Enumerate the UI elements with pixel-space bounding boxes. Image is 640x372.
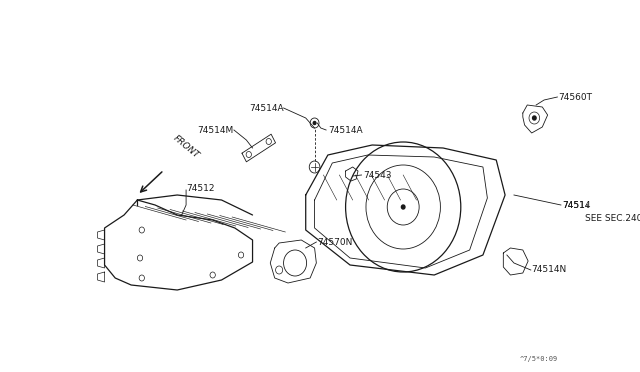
Circle shape <box>401 205 405 209</box>
Circle shape <box>313 122 316 125</box>
Text: SEE SEC.240: SEE SEC.240 <box>585 214 640 222</box>
Text: 74543: 74543 <box>364 170 392 180</box>
Text: 74570N: 74570N <box>317 237 353 247</box>
Text: 74514A: 74514A <box>249 103 284 112</box>
Text: 74560T: 74560T <box>558 93 592 102</box>
Circle shape <box>575 217 577 219</box>
Text: 74514: 74514 <box>563 201 591 209</box>
Text: 74512: 74512 <box>186 183 214 192</box>
Text: 74514M: 74514M <box>197 125 233 135</box>
Text: FRONT: FRONT <box>171 134 200 160</box>
Circle shape <box>532 116 536 120</box>
Text: 7451₄: 7451₄ <box>563 201 589 209</box>
Circle shape <box>571 212 581 224</box>
Text: 74514N: 74514N <box>532 266 567 275</box>
Text: ^7/5*0:09: ^7/5*0:09 <box>520 356 558 362</box>
Text: 74514A: 74514A <box>328 125 362 135</box>
